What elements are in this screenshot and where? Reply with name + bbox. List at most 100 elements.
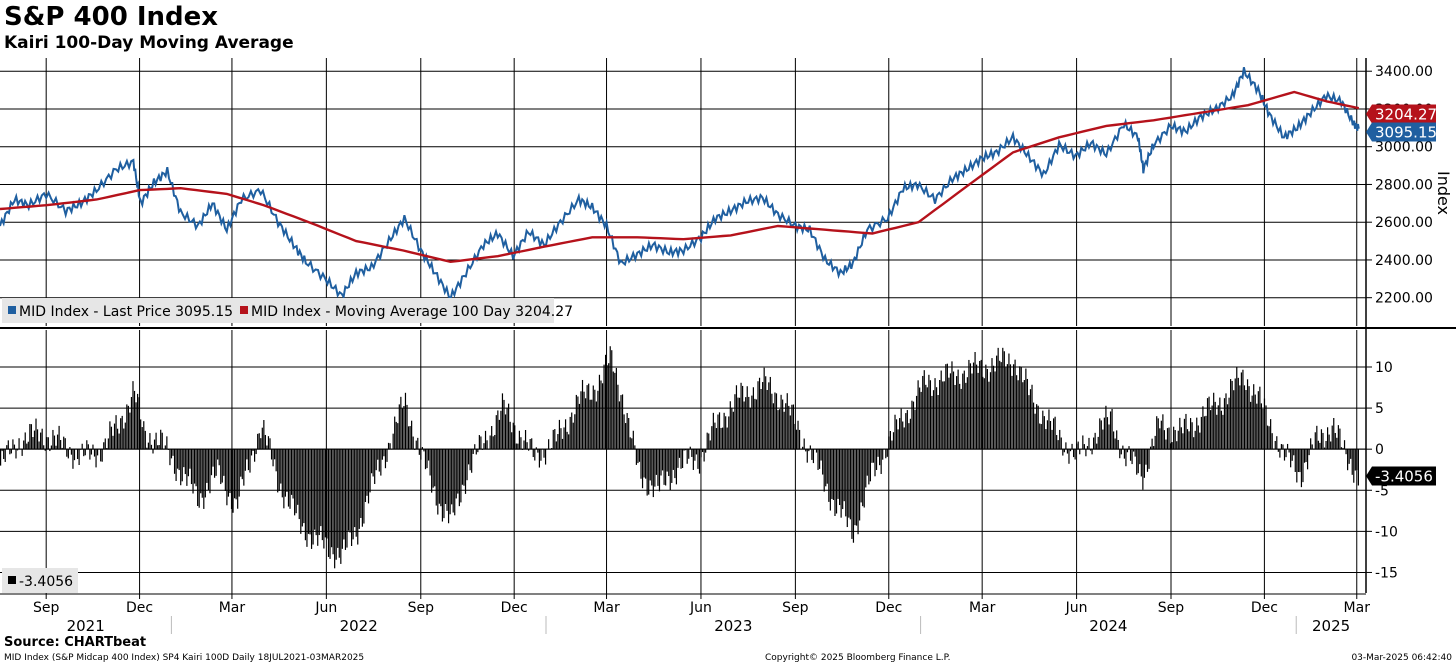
upper-ytick-label: 2800.00 xyxy=(1375,177,1433,193)
kairi-bar xyxy=(492,436,494,450)
kairi-bar xyxy=(757,381,759,450)
kairi-bar xyxy=(178,449,180,471)
kairi-bar xyxy=(295,449,297,514)
kairi-bar xyxy=(566,431,568,450)
kairi-bar xyxy=(942,381,944,450)
kairi-bar xyxy=(989,372,992,450)
kairi-bar xyxy=(180,449,182,486)
kairi-bar xyxy=(1283,449,1286,461)
kairi-bar xyxy=(1336,437,1338,450)
kairi-bar xyxy=(104,438,106,450)
kairi-bar xyxy=(460,449,462,503)
kairi-bar xyxy=(928,374,930,450)
kairi-bar xyxy=(409,426,411,450)
kairi-bar xyxy=(467,449,470,465)
kairi-bar xyxy=(223,449,225,476)
kairi-bar xyxy=(645,449,647,479)
kairi-bar xyxy=(1334,432,1336,450)
kairi-bar xyxy=(643,449,645,478)
kairi-bar xyxy=(948,377,950,450)
kairi-bar xyxy=(1277,449,1279,452)
kairi-bar xyxy=(999,360,1001,450)
kairi-bar xyxy=(1077,441,1079,450)
kairi-bar xyxy=(32,437,34,450)
kairi-bar xyxy=(1109,411,1112,450)
kairi-bar xyxy=(555,441,557,450)
kairi-bar xyxy=(1253,384,1255,450)
kairi-bar xyxy=(230,449,233,509)
kairi-bar xyxy=(638,449,641,462)
x-year-label: 2022 xyxy=(340,617,378,635)
kairi-bar xyxy=(1083,444,1085,450)
kairi-bar xyxy=(848,449,850,518)
kairi-bar xyxy=(548,439,550,450)
kairi-bar xyxy=(1196,417,1198,450)
kairi-bar xyxy=(343,449,345,540)
kairi-bar xyxy=(588,383,590,450)
kairi-bar xyxy=(233,449,236,499)
kairi-bar xyxy=(1128,446,1130,450)
kairi-bar xyxy=(1119,449,1121,459)
kairi-bar xyxy=(734,394,736,450)
kairi-bar xyxy=(186,449,188,486)
kairi-bar xyxy=(1237,377,1239,450)
kairi-bar xyxy=(895,419,898,450)
kairi-bar xyxy=(718,412,721,450)
kairi-bar xyxy=(224,449,226,492)
kairi-bar xyxy=(671,449,673,483)
kairi-bar xyxy=(518,430,520,450)
kairi-bar xyxy=(1325,441,1327,450)
kairi-bar xyxy=(1136,449,1138,475)
kairi-bar xyxy=(350,449,353,546)
kairi-bar xyxy=(1114,438,1116,450)
kairi-bar xyxy=(1116,430,1118,450)
kairi-bar xyxy=(235,449,237,500)
kairi-bar xyxy=(535,447,537,450)
kairi-bar xyxy=(531,438,533,450)
kairi-bar xyxy=(1105,405,1107,450)
kairi-bar xyxy=(1148,449,1150,469)
kairi-bar xyxy=(263,420,265,450)
kairi-bar xyxy=(1063,449,1065,453)
kairi-bar xyxy=(146,447,148,450)
kairi-bar xyxy=(809,445,811,450)
kairi-bar xyxy=(1071,443,1073,450)
kairi-bar xyxy=(258,433,260,450)
kairi-bar xyxy=(1102,429,1104,450)
kairi-bar xyxy=(991,358,993,450)
kairi-bar xyxy=(586,385,588,450)
kairi-bar xyxy=(657,449,659,486)
kairi-bar xyxy=(840,449,842,518)
kairi-bar xyxy=(189,449,191,469)
kairi-bar xyxy=(60,439,62,450)
x-month-label: Mar xyxy=(593,600,620,616)
kairi-bar xyxy=(996,355,998,450)
kairi-bar xyxy=(133,390,136,450)
kairi-bar xyxy=(441,449,444,522)
kairi-bar xyxy=(1140,449,1142,477)
kairi-bar xyxy=(751,395,753,450)
kairi-bar xyxy=(469,449,471,471)
kairi-bar xyxy=(380,449,382,476)
kairi-bar xyxy=(1330,441,1332,450)
kairi-bar xyxy=(899,418,901,450)
kairi-bar xyxy=(551,447,553,450)
kairi-bar xyxy=(788,405,790,450)
kairi-bar xyxy=(972,362,975,450)
kairi-bar xyxy=(1108,424,1110,450)
kairi-bar xyxy=(1103,417,1105,450)
kairi-bar xyxy=(418,449,420,455)
kairi-bar xyxy=(1156,416,1158,450)
kairi-bar xyxy=(782,399,784,450)
kairi-bar xyxy=(317,449,319,546)
kairi-bar xyxy=(1274,440,1276,450)
kairi-bar xyxy=(855,449,858,526)
kairi-bar xyxy=(960,388,962,450)
kairi-bar xyxy=(1296,449,1298,483)
legend-swatch xyxy=(8,306,16,314)
kairi-bar xyxy=(1189,418,1192,450)
axes: 2200.002400.002600.002800.003000.003200.… xyxy=(0,58,1456,595)
kairi-bar xyxy=(198,449,200,508)
kairi-bar xyxy=(1160,420,1162,450)
